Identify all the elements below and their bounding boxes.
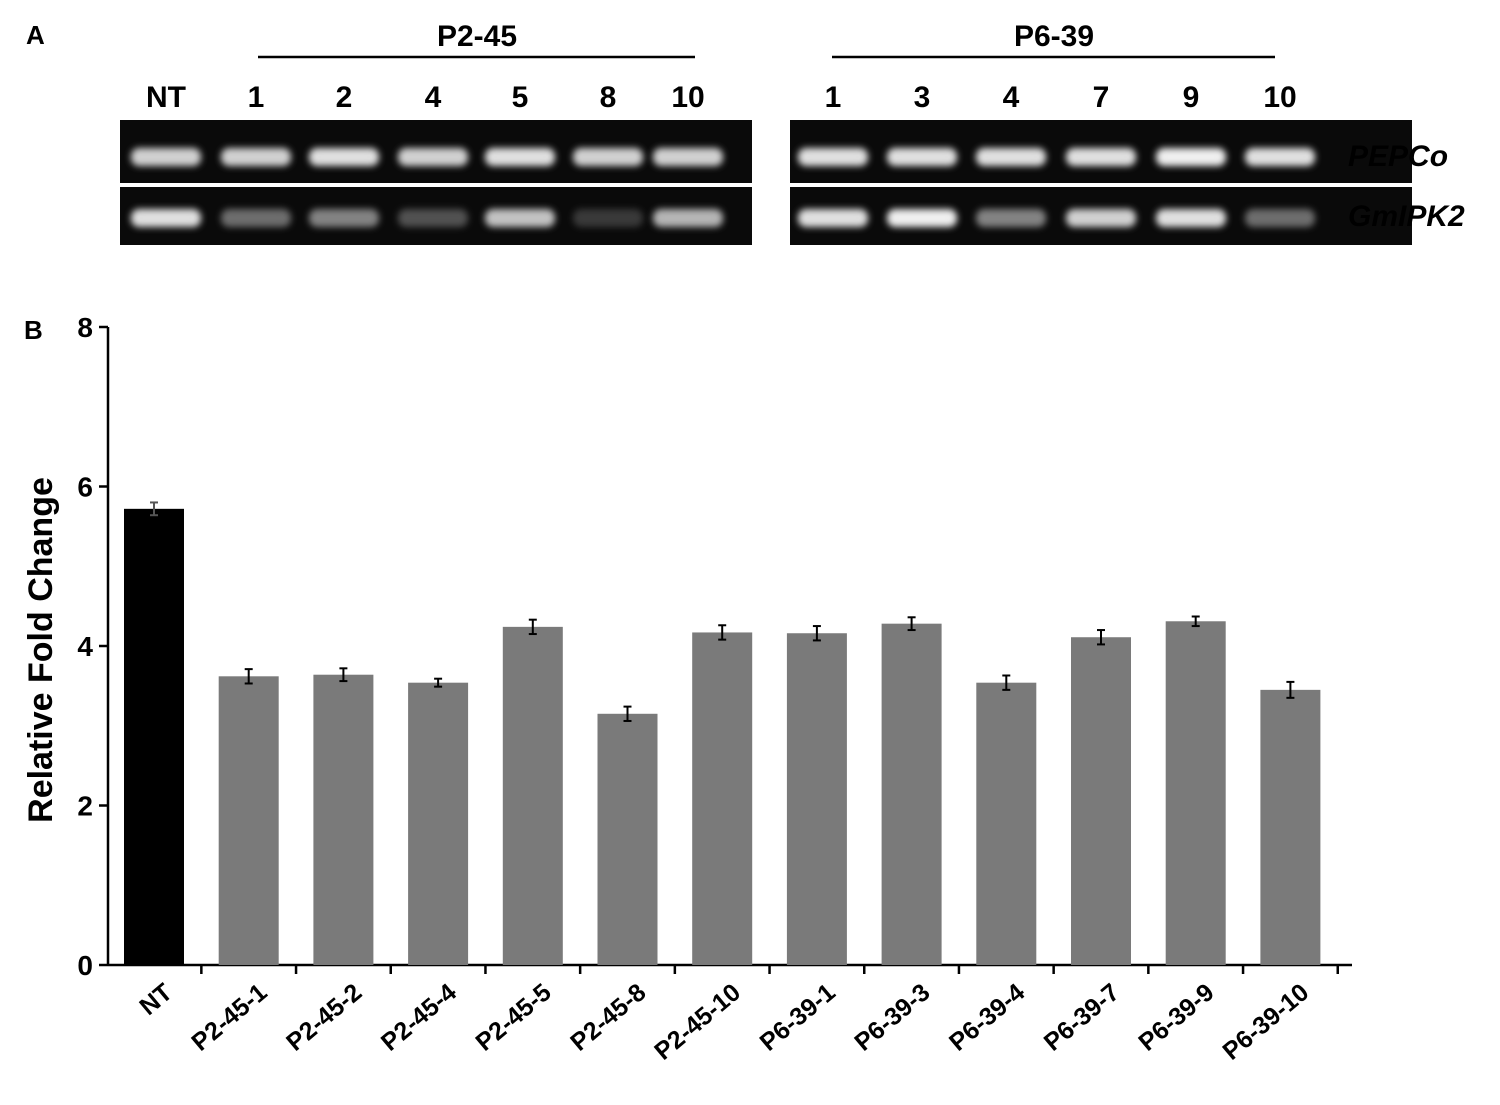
panel-b-label: B [24, 315, 43, 345]
gel-band [309, 148, 379, 166]
gel-band [653, 209, 723, 227]
lane-label: 1 [248, 81, 265, 114]
y-axis-title: Relative Fold Change [22, 477, 60, 823]
x-tick-label: P2-45-4 [376, 978, 462, 1057]
gel-band [798, 148, 868, 166]
bar [881, 623, 942, 965]
gel-band [573, 209, 643, 227]
x-tick-label: P6-39-1 [755, 978, 841, 1057]
y-tick-label: 8 [77, 312, 93, 343]
bar [976, 682, 1037, 965]
gel-band [976, 209, 1046, 227]
gel-band [485, 148, 555, 166]
y-tick-label: 2 [77, 791, 93, 822]
lane-label: 4 [425, 81, 442, 114]
gel-band [1066, 209, 1136, 227]
x-tick-label: P2-45-1 [186, 978, 272, 1057]
gel-band [131, 148, 201, 166]
gel-band [221, 209, 291, 227]
bar [313, 674, 374, 965]
bar [597, 713, 658, 965]
gel-band [1156, 148, 1226, 166]
lane-label: 4 [1003, 81, 1020, 114]
panel-a-label: A [26, 20, 45, 50]
gel-band [976, 148, 1046, 166]
gel-band [309, 209, 379, 227]
x-tick-label: P2-45-8 [565, 978, 651, 1057]
gel-band [398, 148, 468, 166]
lane-label: 7 [1093, 81, 1110, 114]
x-tick-label: P6-39-10 [1217, 978, 1314, 1066]
x-tick-label: P6-39-9 [1133, 978, 1219, 1057]
x-tick-label: P6-39-3 [849, 978, 935, 1057]
lane-label: 1 [825, 81, 842, 114]
gel-band [131, 209, 201, 227]
gel-band [221, 148, 291, 166]
bar [502, 626, 563, 965]
y-tick-label: 4 [77, 631, 93, 662]
bar [692, 632, 753, 965]
gel-band [398, 209, 468, 227]
gene-label-pepco: PEPCo [1348, 140, 1448, 173]
lane-label: 8 [600, 81, 617, 114]
x-tick-label: NT [134, 978, 178, 1021]
lane-label: 3 [914, 81, 931, 114]
y-tick-label: 6 [77, 472, 93, 503]
gel-band [1156, 209, 1226, 227]
gel-band [798, 209, 868, 227]
gel-band [1245, 148, 1315, 166]
x-tick-label: P6-39-4 [944, 978, 1030, 1057]
lane-label: 5 [512, 81, 529, 114]
bar [1071, 637, 1131, 965]
lane-label: 9 [1183, 81, 1200, 114]
gel-band [485, 209, 555, 227]
x-tick-label: P2-45-5 [471, 978, 557, 1057]
x-tick-label: P2-45-10 [649, 978, 746, 1066]
gel-band [573, 148, 643, 166]
bar [1165, 621, 1226, 965]
x-tick-label: P6-39-7 [1039, 978, 1125, 1057]
gel-band [1245, 209, 1315, 227]
lane-label: 10 [671, 81, 704, 114]
lane-label: 2 [336, 81, 353, 114]
y-tick-label: 0 [77, 950, 93, 981]
gel-band [653, 148, 723, 166]
bar [1260, 689, 1321, 965]
x-tick-label: P2-45-2 [281, 978, 367, 1057]
gel-band [887, 148, 957, 166]
lane-label: 10 [1263, 81, 1296, 114]
bar [786, 633, 847, 965]
gene-label-gmipk2: GmIPK2 [1348, 200, 1465, 233]
bar [218, 676, 279, 965]
group-label-p2-45: P2-45 [437, 20, 517, 53]
gel-band [1066, 148, 1136, 166]
bar [408, 682, 469, 965]
group-label-p6-39: P6-39 [1014, 20, 1094, 53]
bar [124, 508, 184, 965]
lane-label: NT [146, 81, 186, 114]
gel-panel: P2-45 NT 1 2 4 5 8 10 P6-39 1 3 4 7 9 10 PEPCo GmIPK2 [120, 20, 1465, 245]
gel-band [887, 209, 957, 227]
